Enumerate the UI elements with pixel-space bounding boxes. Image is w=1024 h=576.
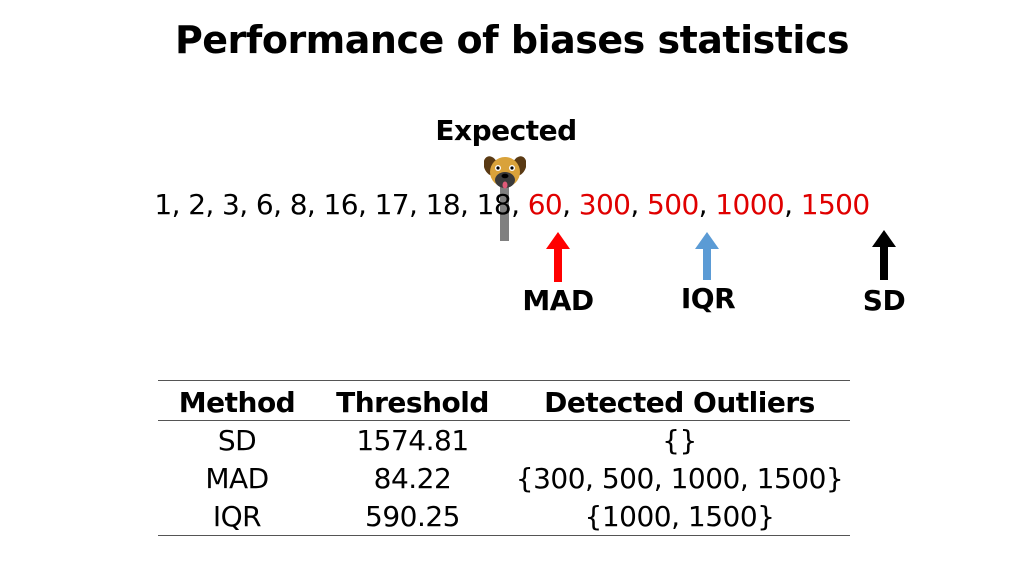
sequence-value: 6 [255, 188, 274, 221]
iqr-arrow-shape [695, 232, 719, 280]
expected-label: Expected [435, 114, 577, 147]
sequence-separator: , [306, 188, 324, 221]
cell-threshold: 84.22 [373, 461, 452, 495]
sequence-separator: , [273, 188, 290, 221]
sequence-separator: , [784, 188, 801, 221]
header-threshold: Threshold [316, 380, 509, 421]
cell-outliers: {} [662, 423, 697, 457]
expected-marker-pole [500, 186, 509, 241]
sequence-separator: , [239, 188, 256, 221]
sequence-separator: , [171, 188, 189, 221]
sequence-separator: , [460, 188, 477, 221]
outlier-value: 1500 [800, 188, 870, 221]
sequence-separator: , [205, 188, 223, 221]
header-detected-outliers: Detected Outliers [509, 380, 850, 421]
cell-threshold: 1574.81 [356, 423, 469, 457]
page-title: Performance of biases statistics [174, 18, 850, 62]
results-table: Method Threshold Detected Outliers SD 15… [158, 380, 850, 536]
sd-arrow-label: SD [862, 284, 906, 317]
mad-arrow-shape [546, 232, 570, 282]
outlier-value: 300 [578, 188, 631, 221]
cell-threshold: 590.25 [316, 497, 509, 536]
iqr-arrow-icon [695, 232, 719, 280]
sequence-value: 16 [323, 188, 359, 221]
number-sequence: 1, 2, 3, 6, 8, 16, 17, 18, 18, 60, 300, … [0, 188, 1024, 221]
outlier-value: 500 [647, 188, 699, 221]
sequence-value: 3 [222, 188, 240, 221]
cell-outliers: {300, 500, 1000, 1500} [515, 461, 844, 495]
table-row: SD 1574.81 {} [158, 421, 850, 460]
table-row: MAD 84.22 {300, 500, 1000, 1500} [158, 459, 850, 497]
sequence-value: 1 [154, 188, 172, 221]
sequence-separator: , [698, 188, 716, 221]
sequence-value: 8 [289, 188, 308, 221]
sd-arrow-icon [872, 230, 896, 280]
sequence-value: 17 [374, 188, 410, 221]
cell-method: IQR [158, 497, 316, 536]
sequence-value: 2 [188, 188, 206, 221]
outlier-value: 60 [527, 188, 563, 221]
sequence-separator: , [357, 188, 375, 221]
cell-method: MAD [205, 461, 269, 495]
cell-method: SD [217, 423, 257, 457]
sequence-separator: , [630, 188, 648, 221]
sd-arrow-shape [872, 230, 896, 280]
sequence-value: 18 [476, 188, 512, 221]
header-method: Method [158, 380, 316, 421]
sequence-separator: , [562, 188, 579, 221]
cell-outliers: {1000, 1500} [509, 497, 850, 536]
mad-arrow-label: MAD [522, 284, 594, 317]
sequence-value: 18 [425, 188, 461, 221]
table-row: IQR 590.25 {1000, 1500} [158, 497, 850, 536]
outlier-value: 1000 [715, 188, 785, 221]
sequence-separator: , [511, 188, 528, 221]
mad-arrow-icon [546, 232, 570, 282]
table-header-row: Method Threshold Detected Outliers [158, 380, 850, 421]
iqr-arrow-label: IQR [680, 282, 736, 315]
dog-icon [484, 156, 526, 189]
sequence-separator: , [409, 188, 426, 221]
